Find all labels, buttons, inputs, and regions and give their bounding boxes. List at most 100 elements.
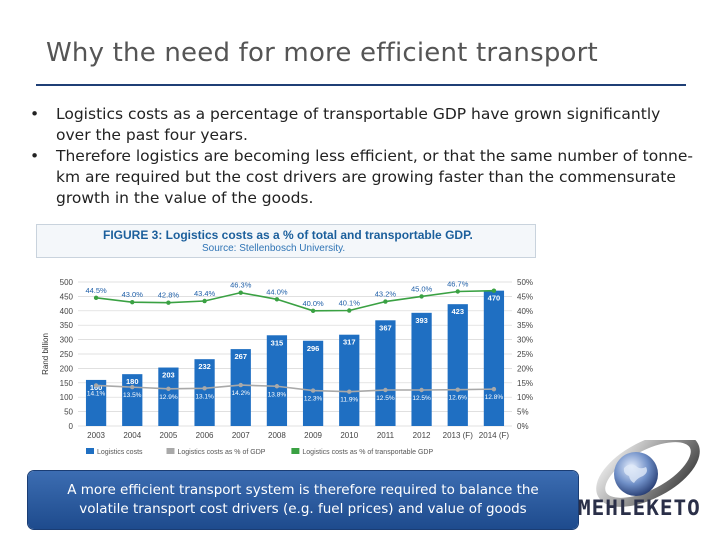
gdp-share-point xyxy=(419,387,424,393)
gdp-share-label: 13.1% xyxy=(195,393,214,400)
globe-icon xyxy=(596,440,700,507)
gdp-share-label: 11.9% xyxy=(340,397,358,404)
bar-value-label: 267 xyxy=(234,352,247,361)
bullet-item: • Therefore logistics are becoming less … xyxy=(28,146,696,209)
transportable-share-label: 43.0% xyxy=(122,290,144,299)
bar xyxy=(339,334,360,426)
callout-text: A more efficient transport system is the… xyxy=(67,482,539,517)
transportable-share-point xyxy=(274,297,280,302)
y-tick-label: 250 xyxy=(60,350,74,359)
bar-value-label: 367 xyxy=(379,323,392,332)
transportable-share-point xyxy=(419,294,424,299)
bar xyxy=(158,367,179,426)
transportable-share-point xyxy=(310,308,316,313)
y2-tick-label: 25% xyxy=(517,350,533,359)
gdp-share-point xyxy=(93,383,99,388)
transportable-share-label: 44.5% xyxy=(85,286,107,295)
gdp-share-label: 12.5% xyxy=(412,395,431,402)
y-tick-label: 100 xyxy=(60,393,74,402)
y-tick-label: 0 xyxy=(69,422,74,431)
transportable-share-label: 40.1% xyxy=(339,299,361,308)
gdp-share-point xyxy=(455,387,460,392)
bar xyxy=(266,335,288,426)
bar xyxy=(194,359,215,426)
y2-tick-label: 35% xyxy=(517,321,533,330)
logo-wordmark: MEHLEKETO xyxy=(578,496,701,520)
y2-tick-label: 15% xyxy=(517,379,533,388)
x-tick-label: 2006 xyxy=(196,431,214,440)
transportable-share-point xyxy=(202,298,207,304)
gdp-share-point xyxy=(238,382,243,388)
y-tick-label: 450 xyxy=(60,292,74,301)
transportable-gdp-share-line xyxy=(95,289,494,312)
gdp-share-label: 13.8% xyxy=(268,391,287,398)
transportable-share-label: 43.2% xyxy=(375,290,397,299)
transportable-share-point xyxy=(491,288,497,293)
bullet-text: Logistics costs as a percentage of trans… xyxy=(56,105,661,144)
bar xyxy=(230,349,251,426)
figure-header: FIGURE 3: Logistics costs as a % of tota… xyxy=(36,224,536,258)
y2-tick-label: 0% xyxy=(517,422,529,431)
x-tick-label: 2009 xyxy=(304,431,322,440)
gdp-share-label: 12.3% xyxy=(304,396,323,403)
transportable-share-point xyxy=(93,295,99,301)
transportable-share-point xyxy=(455,289,460,294)
gdp-share-label: 12.5% xyxy=(376,395,395,402)
y2-tick-label: 40% xyxy=(517,307,533,316)
transportable-share-point xyxy=(130,299,135,305)
bar-value-label: 315 xyxy=(271,338,284,347)
gdp-share-point xyxy=(383,387,388,393)
bullet-marker: • xyxy=(30,105,40,123)
gdp-share-point xyxy=(491,386,497,392)
gdp-share-point xyxy=(202,386,207,391)
x-tick-label: 2008 xyxy=(268,431,286,440)
conclusion-callout: A more efficient transport system is the… xyxy=(28,471,578,529)
transportable-share-point xyxy=(347,308,352,313)
gdp-share-point xyxy=(274,384,280,389)
legend-label: Logistics costs as % of GDP xyxy=(178,449,266,456)
x-tick-label: 2012 xyxy=(413,431,431,440)
y2-tick-label: 10% xyxy=(517,393,533,402)
bullet-list: • Logistics costs as a percentage of tra… xyxy=(28,104,696,209)
bar xyxy=(483,290,505,426)
transportable-share-point xyxy=(383,299,388,304)
bar xyxy=(85,379,107,426)
gdp-share-label: 14.1% xyxy=(87,390,106,397)
slide-title: Why the need for more efficient transpor… xyxy=(46,38,598,68)
gdp-share-label: 14.2% xyxy=(232,390,251,397)
figure-title: FIGURE 3: Logistics costs as a % of tota… xyxy=(103,228,473,242)
x-tick-label: 2010 xyxy=(340,431,358,440)
gdp-share-label: 12.8% xyxy=(485,394,504,401)
y2-tick-label: 45% xyxy=(517,292,533,301)
y-tick-label: 300 xyxy=(60,336,74,345)
company-logo: MEHLEKETO xyxy=(578,440,708,532)
transportable-share-label: 43.4% xyxy=(194,289,216,298)
bar xyxy=(411,312,432,426)
x-tick-label: 2011 xyxy=(377,431,395,440)
bar-value-label: 203 xyxy=(162,371,175,380)
transportable-share-label: 46.3% xyxy=(230,281,252,290)
y-tick-label: 400 xyxy=(60,307,74,316)
title-divider xyxy=(36,84,686,86)
y2-tick-label: 5% xyxy=(517,408,529,417)
bar-value-label: 393 xyxy=(415,316,428,325)
bullet-marker: • xyxy=(30,147,40,165)
bar-value-label: 296 xyxy=(307,344,320,353)
figure-container: FIGURE 3: Logistics costs as a % of tota… xyxy=(36,222,536,462)
figure-source: Source: Stellenbosch University. xyxy=(202,243,346,254)
transportable-share-point xyxy=(166,300,171,305)
y-axis-title: Rand billion xyxy=(41,333,50,375)
bullet-text: Therefore logistics are becoming less ef… xyxy=(56,147,693,207)
transportable-share-label: 44.0% xyxy=(266,287,288,296)
y-tick-label: 200 xyxy=(60,364,74,373)
transportable-share-label: 42.8% xyxy=(158,291,180,300)
x-tick-label: 2005 xyxy=(160,431,178,440)
bar xyxy=(375,320,396,426)
bar-value-label: 423 xyxy=(451,307,464,316)
transportable-share-label: 40.0% xyxy=(302,299,324,308)
x-tick-label: 2004 xyxy=(123,431,141,440)
gdp-share-point xyxy=(310,388,316,393)
transportable-share-label: 45.0% xyxy=(411,284,433,293)
transportable-share-point xyxy=(238,290,243,295)
gdp-share-label: 13.5% xyxy=(123,392,142,399)
